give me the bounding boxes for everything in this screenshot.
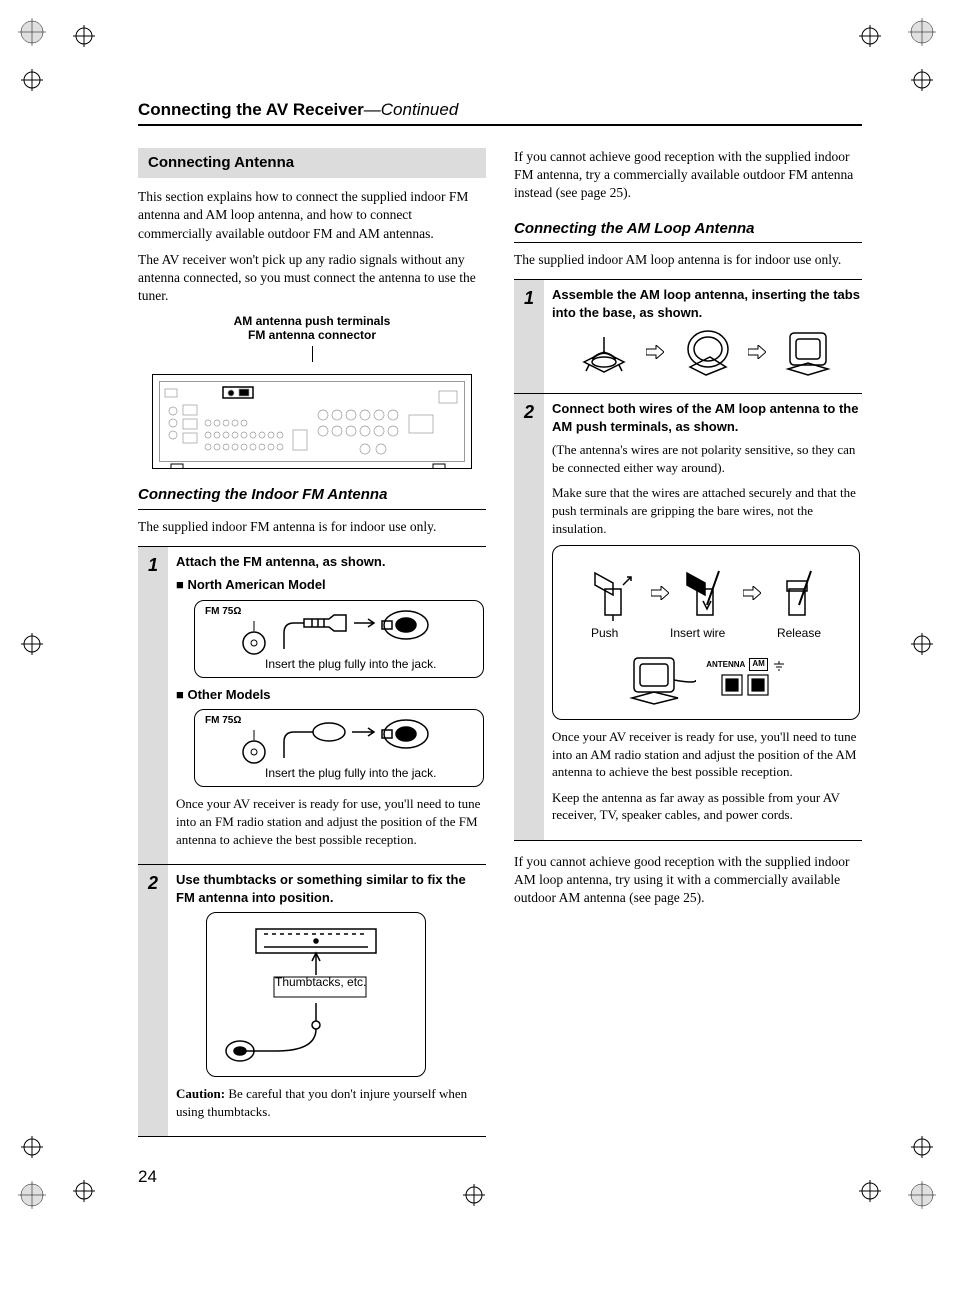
label-line-icon xyxy=(312,346,313,362)
step-body: Use thumbtacks or something similar to f… xyxy=(168,865,486,1136)
step-number: 1 xyxy=(138,547,168,864)
insert-icon xyxy=(679,565,733,621)
left-column: Connecting Antenna This section explains… xyxy=(138,148,486,1137)
step-number: 1 xyxy=(514,280,544,393)
terminal-block-icon xyxy=(716,671,776,701)
step-text: Once your AV receiver is ready for use, … xyxy=(176,795,484,848)
am-label: AM xyxy=(749,658,767,671)
right-column: If you cannot achieve good reception wit… xyxy=(514,148,862,1137)
release-icon xyxy=(771,565,825,621)
step: 2 Use thumbtacks or something similar to… xyxy=(138,864,486,1136)
subheading-am: Connecting the AM Loop Antenna xyxy=(514,219,862,243)
fm-plug-figure: FM 75Ω xyxy=(194,600,484,678)
page-header: Connecting the AV Receiver—Continued xyxy=(138,100,862,126)
am-intro: The supplied indoor AM loop antenna is f… xyxy=(514,251,862,269)
step-title: Connect both wires of the AM loop antenn… xyxy=(552,400,860,435)
step: 1 Assemble the AM loop antenna, insertin… xyxy=(514,280,862,393)
step-title: Use thumbtacks or something similar to f… xyxy=(176,871,484,906)
arrow-right-icon xyxy=(743,586,761,600)
page: Connecting the AV Receiver—Continued Con… xyxy=(0,0,954,1227)
page-number: 24 xyxy=(138,1167,862,1187)
thumbtack-figure: Thumbtacks, etc. xyxy=(206,912,426,1077)
step-number: 2 xyxy=(138,865,168,1136)
page-title: Connecting the AV Receiver—Continued xyxy=(138,100,458,119)
am-base-icon xyxy=(574,327,634,377)
title-main: Connecting the AV Receiver xyxy=(138,100,364,119)
receiver-label: AM antenna push terminals FM antenna con… xyxy=(138,314,486,343)
model-label: Other Models xyxy=(176,686,484,704)
arrow-right-icon xyxy=(748,345,766,359)
step-body: Assemble the AM loop antenna, inserting … xyxy=(544,280,862,393)
push-label: Push xyxy=(591,625,618,641)
fm-plug-figure: FM 75Ω xyxy=(194,709,484,787)
step: 1 Attach the FM antenna, as shown. North… xyxy=(138,547,486,864)
am-loop-small-icon xyxy=(626,654,696,706)
content-columns: Connecting Antenna This section explains… xyxy=(138,148,862,1137)
step-title: Assemble the AM loop antenna, inserting … xyxy=(552,286,860,321)
push-terminal-figure: Push Insert wire Release ANTENNA AM xyxy=(552,545,860,720)
step-text: Once your AV receiver is ready for use, … xyxy=(552,728,860,781)
fm-steps: 1 Attach the FM antenna, as shown. North… xyxy=(138,546,486,1137)
subheading-fm: Connecting the Indoor FM Antenna xyxy=(138,485,486,509)
am-loop-assembled-icon xyxy=(778,327,838,377)
callout: Thumbtacks, etc. xyxy=(275,975,366,989)
ground-icon xyxy=(772,661,786,671)
intro-text: The AV receiver won't pick up any radio … xyxy=(138,251,486,306)
callout: Insert the plug fully into the jack. xyxy=(265,657,436,671)
insert-label: Insert wire xyxy=(670,625,725,641)
step-text: (The antenna's wires are not polarity se… xyxy=(552,441,860,476)
step-text: Make sure that the wires are attached se… xyxy=(552,484,860,537)
body-text: If you cannot achieve good reception wit… xyxy=(514,148,862,203)
step-body: Connect both wires of the AM loop antenn… xyxy=(544,394,862,840)
fm-intro: The supplied indoor FM antenna is for in… xyxy=(138,518,486,536)
model-label: North American Model xyxy=(176,576,484,594)
antenna-label: ANTENNA xyxy=(706,660,745,671)
push-icon xyxy=(587,565,641,621)
step-text: Keep the antenna as far away as possible… xyxy=(552,789,860,824)
step-number: 2 xyxy=(514,394,544,840)
body-text: If you cannot achieve good reception wit… xyxy=(514,853,862,908)
callout: Insert the plug fully into the jack. xyxy=(265,766,436,780)
receiver-diagram xyxy=(152,374,472,469)
title-continued: —Continued xyxy=(364,100,459,119)
fm75-label: FM 75Ω xyxy=(205,714,241,728)
release-label: Release xyxy=(777,625,821,641)
section-title: Connecting Antenna xyxy=(138,148,486,178)
arrow-right-icon xyxy=(651,586,669,600)
step-body: Attach the FM antenna, as shown. North A… xyxy=(168,547,486,864)
step: 2 Connect both wires of the AM loop ante… xyxy=(514,393,862,840)
intro-text: This section explains how to connect the… xyxy=(138,188,486,243)
am-assembly-figure xyxy=(552,327,860,377)
caution-text: Caution: Be careful that you don't injur… xyxy=(176,1085,484,1120)
arrow-right-icon xyxy=(646,345,664,359)
step-title: Attach the FM antenna, as shown. xyxy=(176,553,484,571)
am-steps: 1 Assemble the AM loop antenna, insertin… xyxy=(514,279,862,841)
push-labels: Push Insert wire Release xyxy=(591,625,821,641)
fm75-label: FM 75Ω xyxy=(205,605,241,619)
am-loop-icon xyxy=(676,327,736,377)
